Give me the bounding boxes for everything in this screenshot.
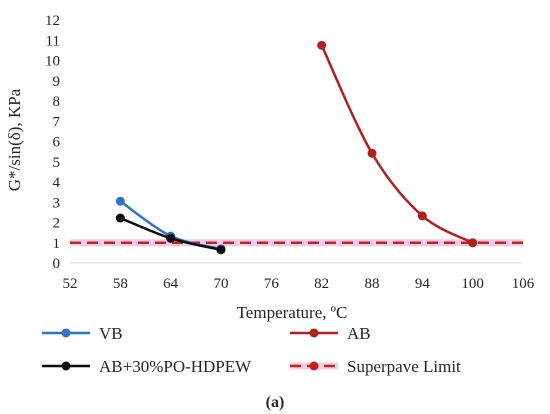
legend-swatch-marker: [61, 361, 71, 371]
legend-label: VB: [99, 324, 123, 343]
y-tick-label: 2: [53, 216, 61, 232]
y-tick-label: 1: [53, 236, 61, 252]
data-point: [216, 245, 226, 255]
data-point: [115, 213, 125, 223]
data-point: [417, 211, 427, 221]
y-tick-label: 10: [45, 54, 60, 70]
legend-swatch-marker: [309, 361, 319, 371]
y-tick-label: 6: [53, 135, 61, 151]
data-point: [317, 40, 327, 50]
x-tick-label: 100: [461, 276, 484, 292]
legend-label: AB+30%PO-HDPEW: [99, 357, 252, 376]
y-tick-label: 0: [53, 256, 61, 272]
series-layer: [115, 40, 478, 255]
legend: VB AB AB+30%PO-HDPEW Superpave Limit: [42, 324, 461, 376]
x-tick-label: 64: [163, 276, 179, 292]
x-tick-label: 58: [113, 276, 128, 292]
x-tick-label: 106: [512, 276, 535, 292]
x-axis-title: Temperature, ºC: [237, 303, 348, 322]
legend-label: Superpave Limit: [347, 357, 461, 376]
y-tick-label: 11: [46, 33, 60, 49]
series-line: [320, 44, 474, 244]
x-tick-label: 76: [264, 276, 280, 292]
legend-swatch-marker: [61, 328, 71, 338]
legend-swatch-marker: [309, 328, 319, 338]
x-tick-label: 88: [365, 276, 380, 292]
x-axis-ticks: 52 58 64 70 76 82 88 94 100 106: [63, 276, 535, 292]
y-tick-label: 8: [53, 94, 61, 110]
x-tick-label: 70: [214, 276, 229, 292]
data-point: [166, 233, 176, 243]
legend-label: AB: [347, 324, 371, 343]
x-tick-label: 52: [63, 276, 78, 292]
y-tick-label: 12: [45, 13, 60, 29]
x-tick-label: 82: [314, 276, 329, 292]
y-tick-label: 5: [53, 155, 61, 171]
y-axis-title: G*/sin(δ), KPa: [5, 88, 24, 191]
figure-caption: (a): [266, 394, 285, 411]
y-tick-label: 7: [53, 114, 61, 130]
y-tick-label: 4: [53, 175, 61, 191]
y-tick-label: 3: [53, 195, 61, 211]
data-point: [367, 148, 377, 158]
y-tick-label: 9: [53, 74, 61, 90]
data-point: [468, 238, 478, 248]
x-tick-label: 94: [415, 276, 431, 292]
data-point: [115, 196, 125, 206]
